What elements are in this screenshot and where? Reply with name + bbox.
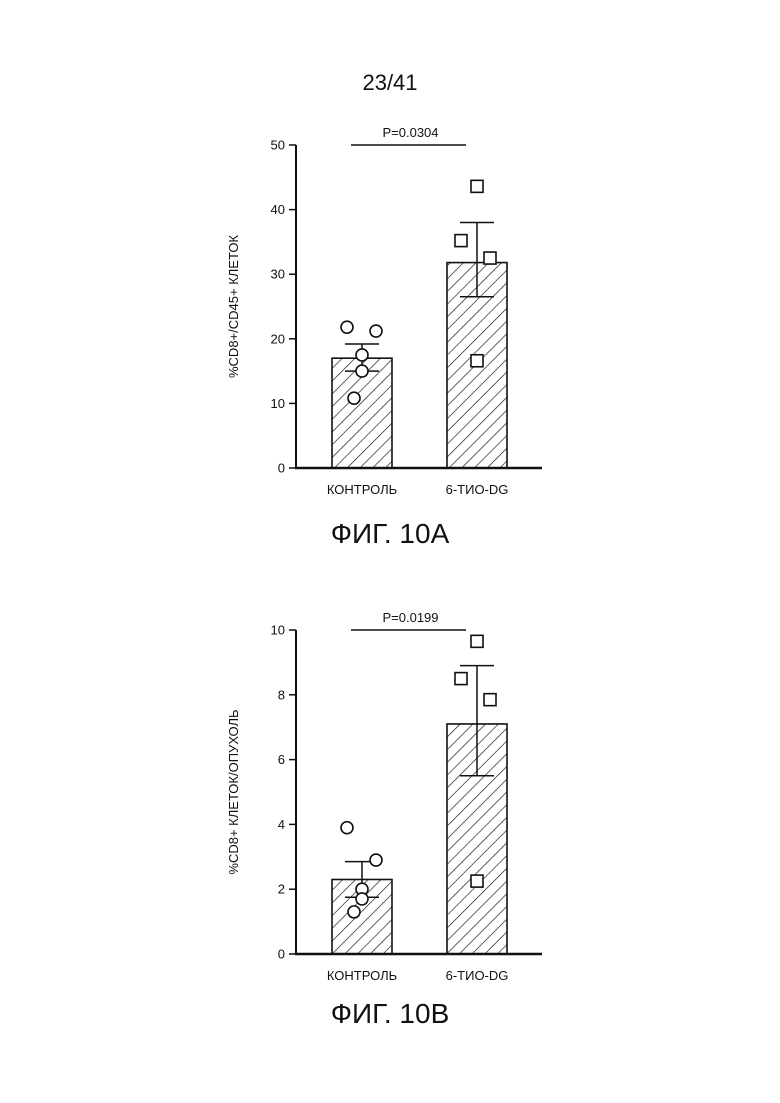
data-point-square: [471, 875, 483, 887]
data-point-square: [471, 635, 483, 647]
y-tick-label: 50: [271, 138, 285, 153]
x-category-label: КОНТРОЛЬ: [327, 482, 397, 497]
data-point-square: [484, 694, 496, 706]
y-tick-label: 10: [271, 396, 285, 411]
y-tick-label: 20: [271, 331, 285, 346]
data-point-square: [455, 673, 467, 685]
figure-10b: 0 2 4 6 8 10 КОНТРОЛЬ 6-ТИО-DG %CD8+ КЛЕТОК/ОПУХ…: [0, 560, 780, 1103]
p-value-label: P=0.0304: [382, 125, 438, 140]
y-tick-label: 30: [271, 267, 285, 282]
data-point-circle: [370, 325, 382, 337]
figure-caption: ФИГ. 10В: [0, 998, 780, 1030]
y-tick-label: 0: [278, 947, 285, 962]
data-point-circle: [341, 822, 353, 834]
data-point-circle: [356, 349, 368, 361]
y-axis-label: %CD8+ КЛЕТОК/ОПУХОЛЬ: [226, 709, 241, 874]
figure-caption: ФИГ. 10А: [0, 518, 780, 550]
data-point-square: [484, 252, 496, 264]
p-value-label: P=0.0199: [382, 610, 438, 625]
data-point-square: [471, 355, 483, 367]
data-point-square: [471, 180, 483, 192]
y-tick-label: 10: [271, 623, 285, 638]
y-tick-label: 8: [278, 687, 285, 702]
x-category-label: КОНТРОЛЬ: [327, 968, 397, 983]
data-point-circle: [370, 854, 382, 866]
y-tick-label: 2: [278, 882, 285, 897]
figure-10a: 0 10 20 30 40 50 КОНТРОЛЬ 6-ТИО-DG %CD8+/CD45+ К…: [0, 0, 780, 560]
chart-10a: 0 10 20 30 40 50 КОНТРОЛЬ 6-ТИО-DG %CD8+/CD45+ К…: [0, 0, 780, 560]
x-category-label: 6-ТИО-DG: [446, 482, 509, 497]
data-point-circle: [341, 321, 353, 333]
y-tick-label: 6: [278, 752, 285, 767]
y-tick-label: 40: [271, 202, 285, 217]
x-category-label: 6-ТИО-DG: [446, 968, 509, 983]
data-point-circle: [348, 392, 360, 404]
data-point-circle: [356, 365, 368, 377]
y-axis-label: %CD8+/CD45+ КЛЕТОК: [226, 235, 241, 378]
data-point-circle: [348, 906, 360, 918]
data-point-circle: [356, 893, 368, 905]
y-tick-label: 4: [278, 817, 285, 832]
y-tick-label: 0: [278, 461, 285, 476]
data-point-square: [455, 235, 467, 247]
